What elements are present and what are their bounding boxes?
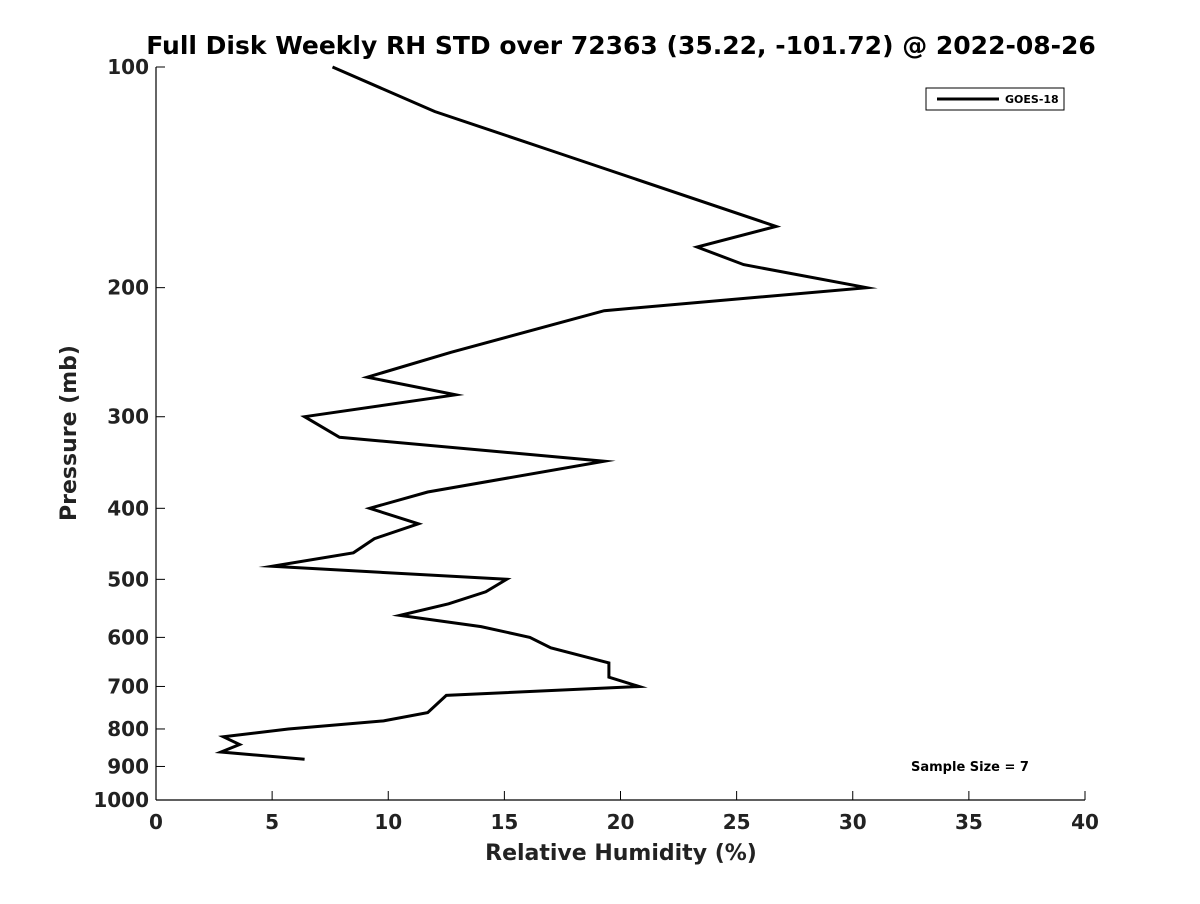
y-tick-label: 700 <box>107 674 149 698</box>
sample-size-annotation: Sample Size = 7 <box>911 760 1029 775</box>
x-tick-label: 40 <box>1071 810 1099 834</box>
series-layer <box>221 67 867 759</box>
y-tick-label: 900 <box>107 754 149 778</box>
y-tick-label: 800 <box>107 717 149 741</box>
y-tick-label: 400 <box>107 496 149 520</box>
x-tick-label: 35 <box>955 810 983 834</box>
y-tick-label: 1000 <box>93 788 149 812</box>
axes <box>156 67 1085 800</box>
x-tick-label: 10 <box>374 810 402 834</box>
y-tick-label: 100 <box>107 55 149 79</box>
x-tick-label: 20 <box>607 810 635 834</box>
series-line-goes-18 <box>221 67 867 759</box>
y-axis-ticks: 100 200 300 400 500 600 700 800 900 1000 <box>93 55 165 812</box>
y-tick-label: 600 <box>107 625 149 649</box>
x-tick-label: 30 <box>839 810 867 834</box>
y-tick-label: 200 <box>107 276 149 300</box>
x-tick-label: 0 <box>149 810 163 834</box>
chart-title: Full Disk Weekly RH STD over 72363 (35.2… <box>146 31 1096 60</box>
x-axis-title: Relative Humidity (%) <box>485 841 757 866</box>
y-axis-title: Pressure (mb) <box>57 345 82 521</box>
x-axis-ticks: 0 5 10 15 20 25 30 35 40 <box>149 791 1099 834</box>
legend: GOES-18 <box>926 88 1064 110</box>
x-tick-label: 5 <box>265 810 279 834</box>
x-tick-label: 25 <box>723 810 751 834</box>
x-tick-label: 15 <box>490 810 518 834</box>
y-tick-label: 300 <box>107 405 149 429</box>
y-tick-label: 500 <box>107 567 149 591</box>
legend-label-goes-18: GOES-18 <box>1005 93 1059 106</box>
